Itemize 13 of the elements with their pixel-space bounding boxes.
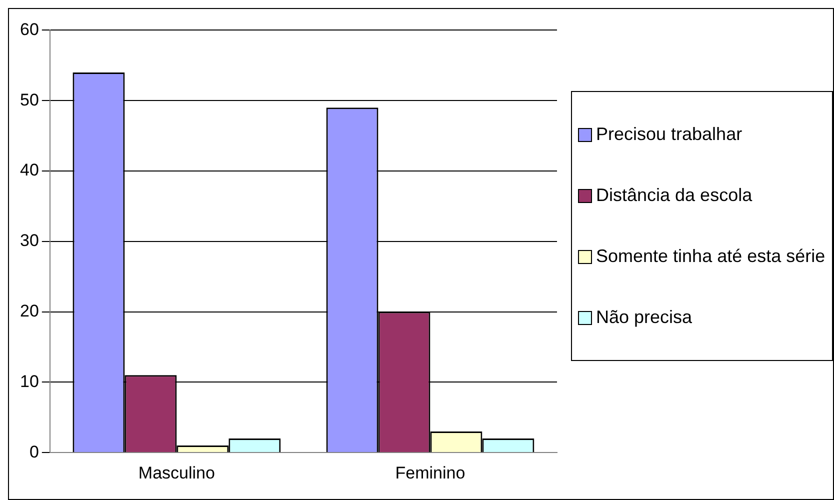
y-tick-label: 50 (20, 90, 39, 110)
legend-label: Precisou trabalhar (596, 124, 742, 145)
legend-label: Somente tinha até esta série (596, 246, 826, 267)
y-tick-label: 40 (20, 160, 39, 180)
y-tick-label: 0 (29, 442, 39, 462)
y-tick-label: 60 (20, 20, 39, 39)
legend-label: Não precisa (596, 307, 692, 328)
y-tick-label: 20 (20, 301, 39, 320)
x-tick-label: Masculino (138, 463, 215, 482)
legend-label: Distância da escola (596, 185, 752, 206)
x-tick-label: Feminino (395, 463, 466, 482)
y-tick-label: 30 (20, 231, 39, 250)
y-tick-label: 10 (20, 372, 39, 391)
